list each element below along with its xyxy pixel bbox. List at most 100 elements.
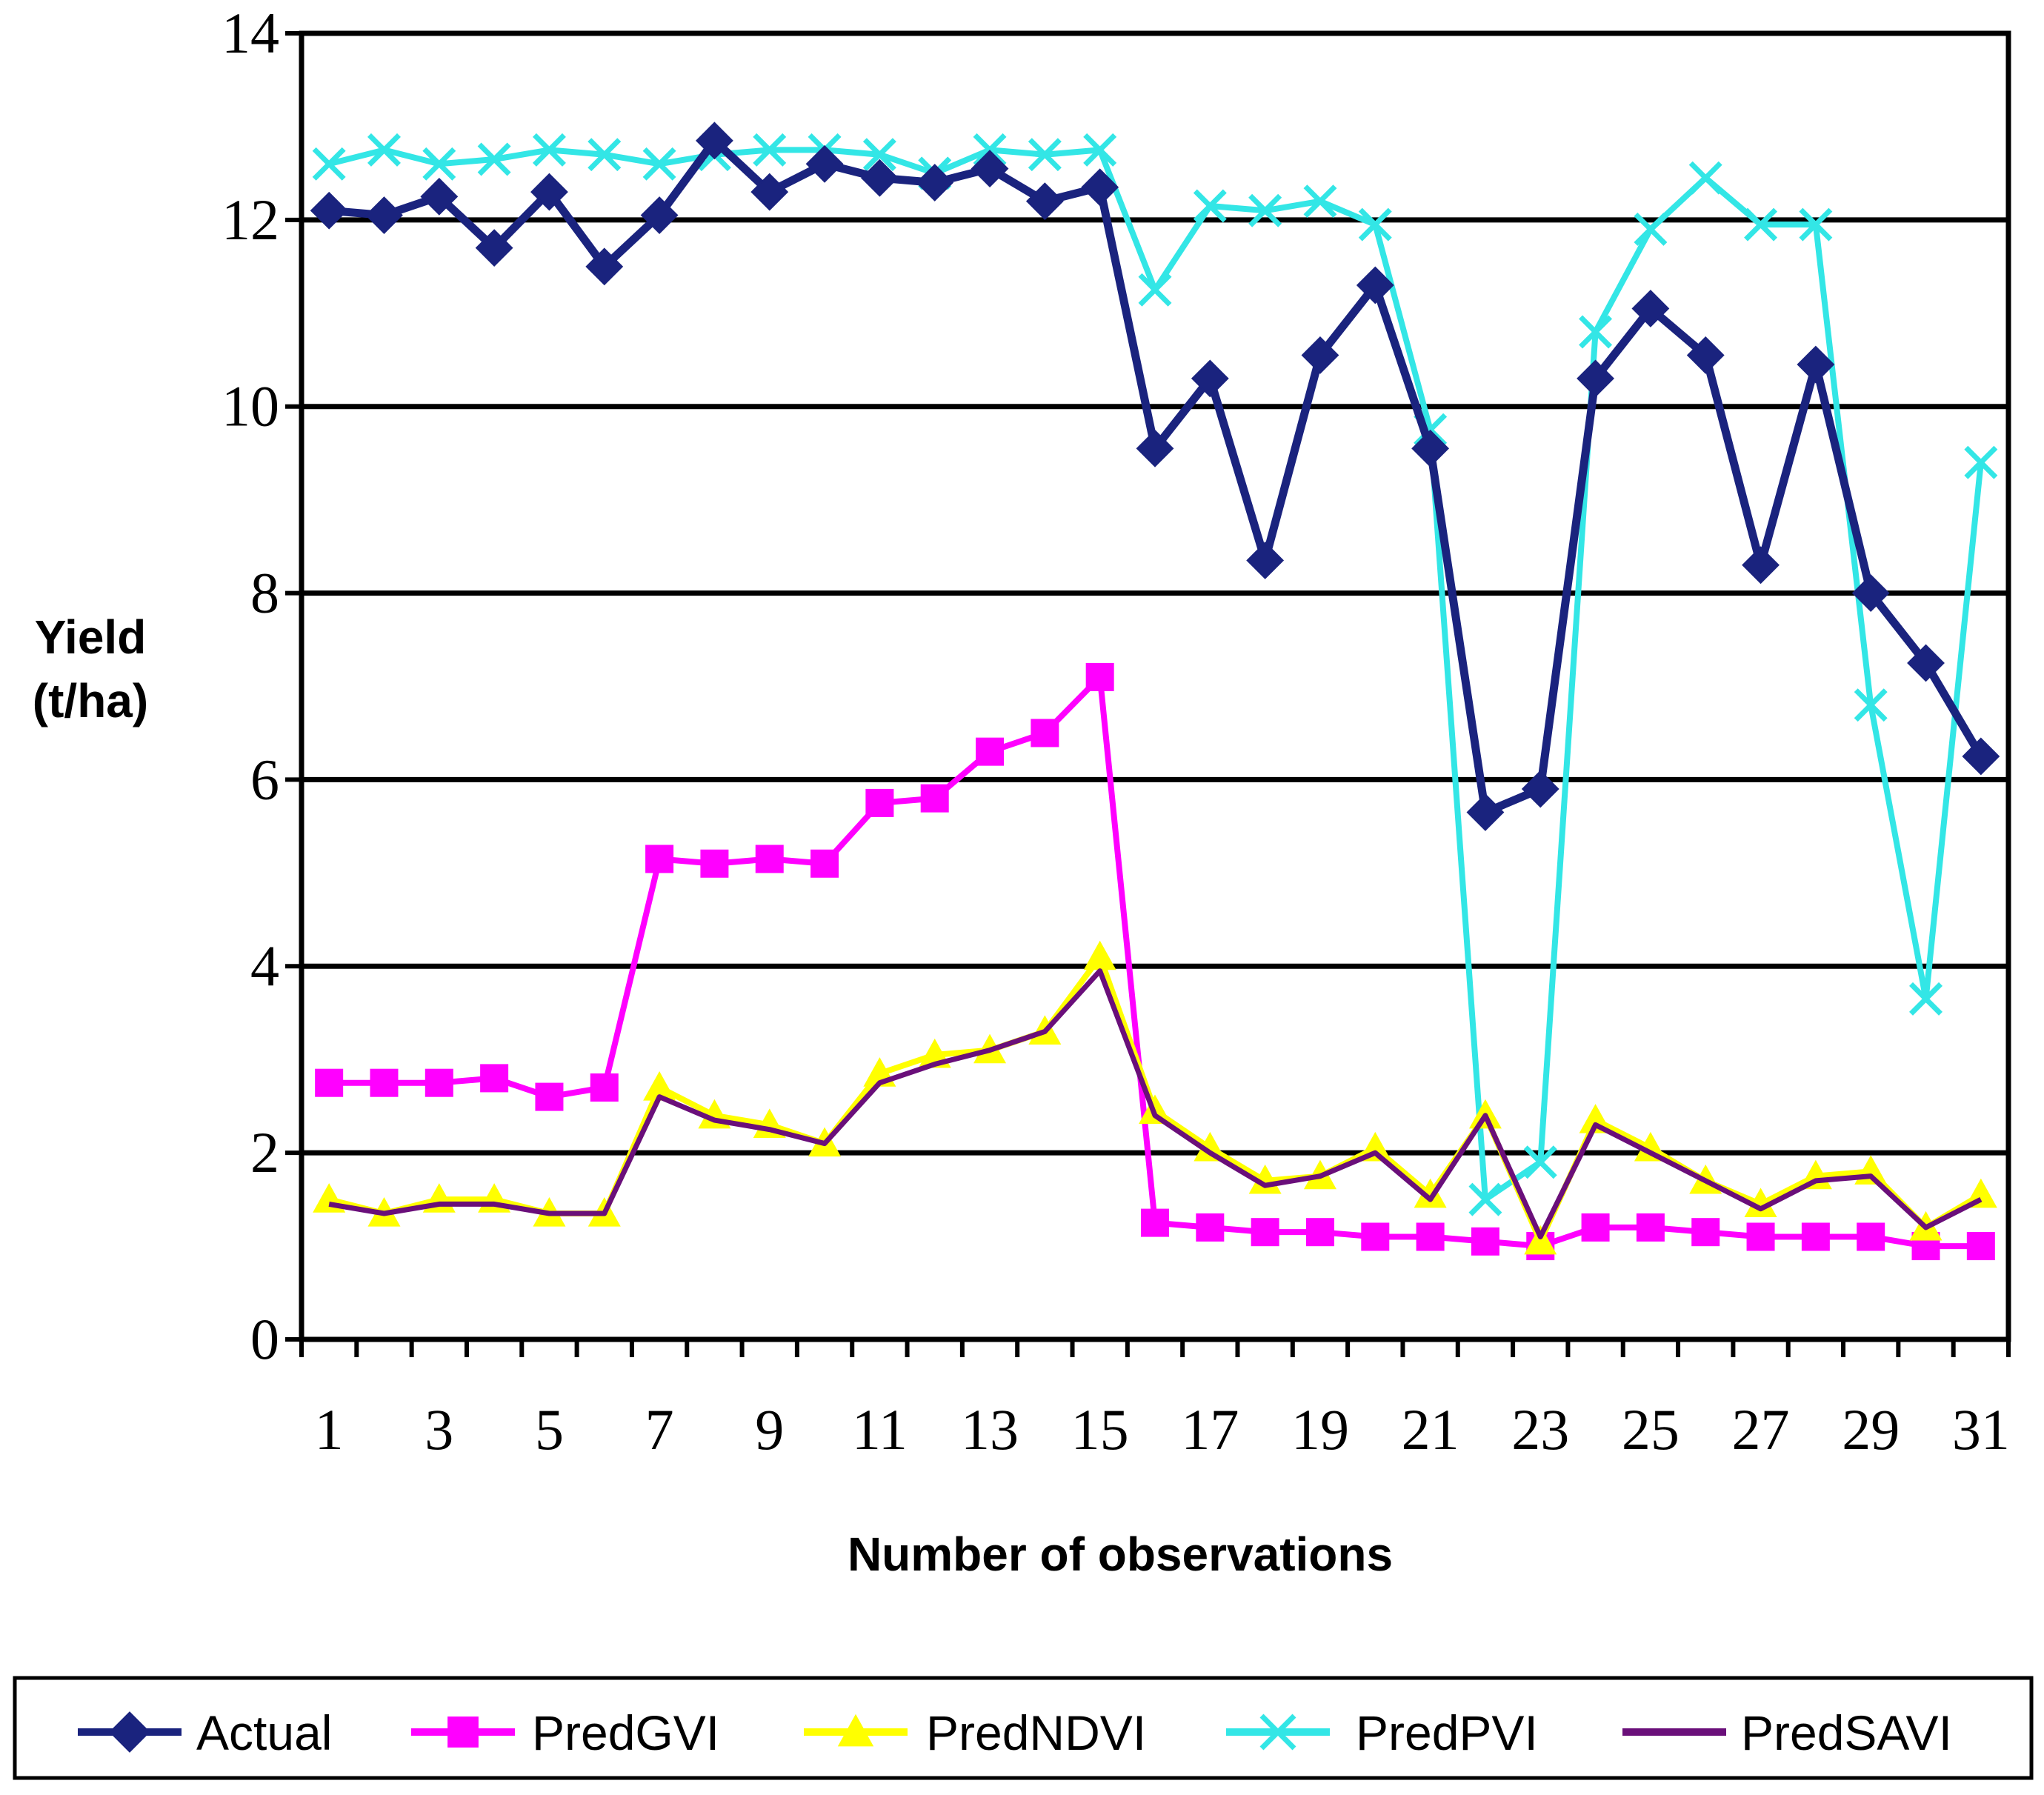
point-predgvi <box>480 1064 509 1093</box>
point-predgvi <box>1085 662 1114 691</box>
point-predpvi-stroke-b <box>1358 207 1392 242</box>
y-tick-label: 12 <box>222 187 279 252</box>
legend-label-actual: Actual <box>196 1705 332 1760</box>
point-predpvi-stroke-b <box>1028 138 1062 172</box>
point-predpvi-stroke-b <box>1138 273 1172 307</box>
point-predgvi <box>535 1082 564 1111</box>
point-predgvi <box>315 1068 344 1097</box>
point-actual <box>1521 770 1559 808</box>
point-predndvi <box>1964 1178 1997 1208</box>
x-tick-label: 15 <box>1071 1397 1129 1462</box>
point-predpvi-stroke-b <box>1854 688 1888 722</box>
point-actual <box>805 144 844 183</box>
point-predpvi <box>1744 207 1778 242</box>
point-actual <box>1742 546 1780 585</box>
point-predpvi-stroke-b <box>1744 207 1778 242</box>
point-actual <box>916 164 954 202</box>
x-tick-label: 31 <box>1952 1397 2010 1462</box>
point-predpvi-stroke-b <box>862 138 896 172</box>
point-predpvi <box>1248 193 1282 227</box>
series-line-predsavi <box>328 968 1983 1239</box>
point-predgvi <box>1966 1232 1995 1261</box>
point-actual <box>1356 266 1394 304</box>
legend-label-predsavi: PredSAVI <box>1741 1705 1952 1760</box>
point-predpvi <box>1028 138 1062 172</box>
point-predpvi <box>1468 1182 1502 1216</box>
x-tick-label: 29 <box>1842 1397 1900 1462</box>
point-predgvi <box>1636 1213 1665 1242</box>
legend-swatch-marker-actual <box>109 1711 150 1753</box>
legend-swatch-marker-predpvi <box>1259 1714 1296 1751</box>
legend-box <box>13 1676 2034 1780</box>
point-predpvi <box>1138 273 1172 307</box>
point-predndvi <box>1524 1225 1557 1255</box>
x-tick-label: 23 <box>1511 1397 1569 1462</box>
legend-label-predndvi: PredNDVI <box>926 1705 1146 1760</box>
point-actual <box>530 173 568 211</box>
point-predpvi <box>367 133 401 167</box>
x-tick-label: 9 <box>755 1397 784 1462</box>
point-actual <box>1301 336 1339 374</box>
y-axis-title-line2: (t/ha) <box>33 674 148 727</box>
y-tick-label: 6 <box>250 747 279 811</box>
point-predpvi-stroke-b <box>367 133 401 167</box>
x-tick-label: 3 <box>425 1397 453 1462</box>
x-tick-label: 19 <box>1291 1397 1349 1462</box>
legend-item-predndvi: PredNDVI <box>804 1705 1146 1760</box>
x-tick-label: 17 <box>1181 1397 1239 1462</box>
point-predpvi-stroke-b <box>1634 212 1668 246</box>
point-predgvi <box>810 849 839 878</box>
legend-label-predgvi: PredGVI <box>532 1705 719 1760</box>
x-tick-label: 1 <box>315 1397 344 1462</box>
point-predpvi <box>1854 688 1888 722</box>
point-actual <box>420 177 459 216</box>
point-actual <box>640 196 679 234</box>
point-actual <box>1907 644 1945 682</box>
point-predgvi <box>920 784 949 813</box>
point-predndvi <box>1194 1131 1227 1162</box>
point-predpvi <box>1909 982 1943 1016</box>
point-predpvi <box>312 147 346 181</box>
point-actual <box>1851 574 1890 612</box>
point-predpvi-stroke-b <box>1083 133 1117 167</box>
point-predpvi-stroke-b <box>587 138 622 172</box>
point-predpvi <box>1688 161 1722 195</box>
point-actual <box>1631 290 1670 327</box>
x-tick-labels: 1 3 5 7 9 11 13 15 17 19 21 23 25 27 29 31 <box>315 1397 2010 1462</box>
legend-swatch-marker-predpvi-stroke-b <box>1259 1714 1296 1751</box>
point-predndvi <box>1744 1188 1777 1218</box>
legend-item-predpvi: PredPVI <box>1226 1705 1538 1760</box>
point-actual <box>1081 168 1119 207</box>
point-predpvi <box>477 142 511 176</box>
point-predpvi-stroke-b <box>312 147 346 181</box>
point-predndvi <box>1579 1104 1612 1133</box>
point-actual <box>475 229 513 267</box>
point-predgvi <box>590 1073 619 1102</box>
point-predpvi <box>862 138 896 172</box>
point-predpvi <box>532 133 566 167</box>
point-predpvi <box>1523 1145 1557 1179</box>
point-predpvi-stroke-b <box>1579 315 1613 349</box>
y-axis-title-line1: Yield <box>35 610 147 664</box>
y-tick-labels: 0 2 4 6 8 10 12 14 <box>222 1 279 1371</box>
x-axis-title: Number of observations <box>848 1528 1393 1581</box>
point-predgvi <box>1581 1213 1610 1242</box>
axis-ticks <box>285 31 2011 1357</box>
point-predpvi-stroke-b <box>1909 982 1943 1016</box>
point-predgvi <box>1031 719 1059 747</box>
point-actual <box>1025 182 1064 221</box>
series-actual <box>310 121 2000 831</box>
point-predgvi <box>1857 1222 1885 1251</box>
point-actual <box>1466 793 1505 831</box>
point-predgvi <box>1801 1222 1830 1251</box>
point-predpvi-stroke-b <box>1688 161 1722 195</box>
y-tick-label: 2 <box>250 1120 279 1185</box>
series-predsavi <box>328 968 1983 1239</box>
point-predpvi-stroke-b <box>422 147 456 181</box>
y-tick-label: 8 <box>250 561 279 625</box>
point-actual <box>1411 429 1450 467</box>
legend-item-predgvi: PredGVI <box>411 1705 719 1760</box>
point-actual <box>696 121 733 160</box>
point-predpvi <box>1303 184 1337 219</box>
